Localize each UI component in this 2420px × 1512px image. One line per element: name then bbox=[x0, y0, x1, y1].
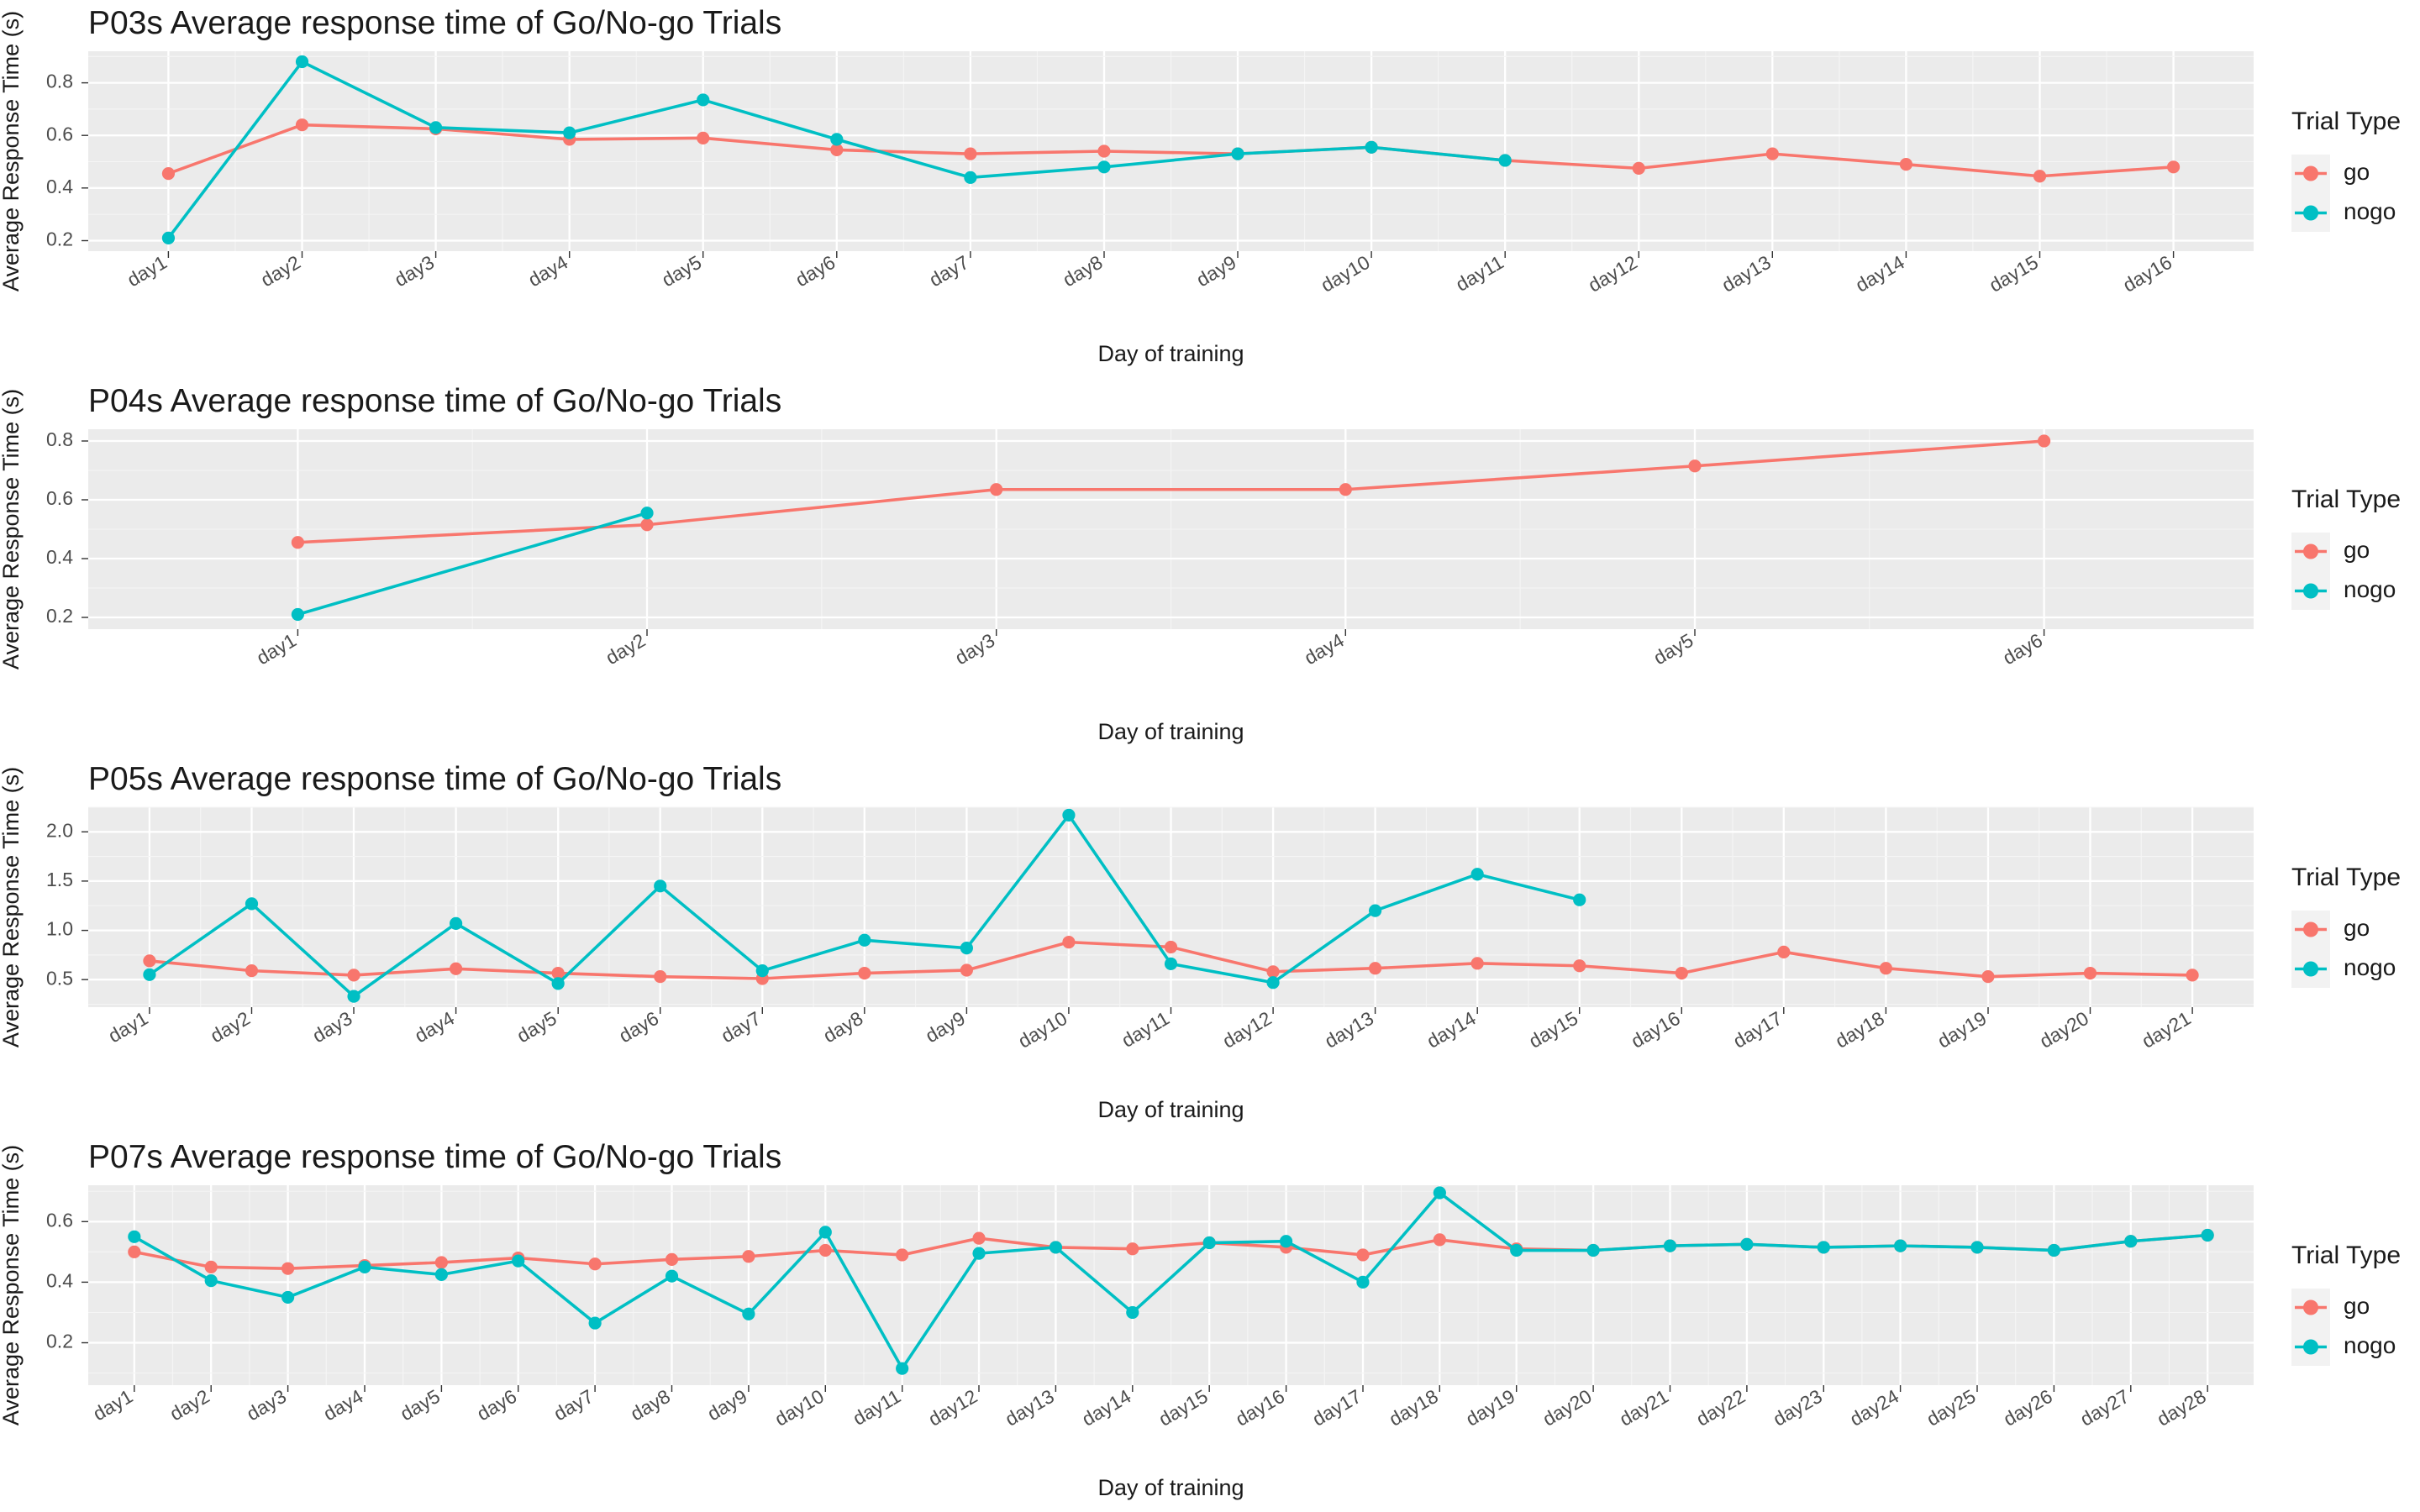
svg-text:go: go bbox=[2344, 159, 2370, 185]
svg-text:nogo: nogo bbox=[2344, 576, 2396, 602]
svg-text:P03s Average response time of: P03s Average response time of Go/No-go T… bbox=[88, 5, 781, 41]
svg-text:Day of training: Day of training bbox=[1097, 719, 1244, 744]
svg-text:Average Response Time (s): Average Response Time (s) bbox=[0, 389, 24, 669]
svg-text:Trial Type: Trial Type bbox=[2291, 864, 2401, 891]
svg-text:0.2: 0.2 bbox=[46, 228, 73, 250]
svg-text:P05s Average response time of: P05s Average response time of Go/No-go T… bbox=[88, 761, 781, 797]
svg-text:1.5: 1.5 bbox=[46, 869, 73, 890]
svg-text:go: go bbox=[2344, 537, 2370, 563]
svg-text:2.0: 2.0 bbox=[46, 819, 73, 841]
svg-text:Average Response Time (s): Average Response Time (s) bbox=[0, 767, 24, 1047]
svg-text:0.4: 0.4 bbox=[46, 176, 73, 197]
svg-text:0.8: 0.8 bbox=[46, 71, 73, 92]
svg-text:nogo: nogo bbox=[2344, 198, 2396, 224]
svg-text:0.6: 0.6 bbox=[46, 487, 73, 509]
svg-text:0.2: 0.2 bbox=[46, 1331, 73, 1352]
svg-text:nogo: nogo bbox=[2344, 954, 2396, 980]
svg-text:0.2: 0.2 bbox=[46, 605, 73, 627]
svg-text:Day of training: Day of training bbox=[1097, 1475, 1244, 1500]
svg-text:1.0: 1.0 bbox=[46, 918, 73, 940]
svg-text:P04s Average response time of: P04s Average response time of Go/No-go T… bbox=[88, 383, 781, 419]
svg-text:0.6: 0.6 bbox=[46, 1209, 73, 1231]
svg-text:go: go bbox=[2344, 1293, 2370, 1319]
svg-text:Day of training: Day of training bbox=[1097, 1097, 1244, 1122]
svg-text:0.8: 0.8 bbox=[46, 428, 73, 450]
svg-text:Trial Type: Trial Type bbox=[2291, 486, 2401, 513]
svg-text:Trial Type: Trial Type bbox=[2291, 1242, 2401, 1269]
svg-text:0.4: 0.4 bbox=[46, 1269, 73, 1291]
svg-text:0.6: 0.6 bbox=[46, 123, 73, 144]
svg-text:Day of training: Day of training bbox=[1097, 341, 1244, 366]
svg-text:P07s Average response time of: P07s Average response time of Go/No-go T… bbox=[88, 1139, 781, 1175]
svg-text:Average Response Time (s): Average Response Time (s) bbox=[0, 1145, 24, 1425]
svg-text:Trial Type: Trial Type bbox=[2291, 108, 2401, 135]
svg-text:Average Response Time (s): Average Response Time (s) bbox=[0, 11, 24, 291]
svg-text:0.5: 0.5 bbox=[46, 967, 73, 989]
svg-text:nogo: nogo bbox=[2344, 1332, 2396, 1358]
svg-text:go: go bbox=[2344, 915, 2370, 941]
svg-text:0.4: 0.4 bbox=[46, 546, 73, 568]
